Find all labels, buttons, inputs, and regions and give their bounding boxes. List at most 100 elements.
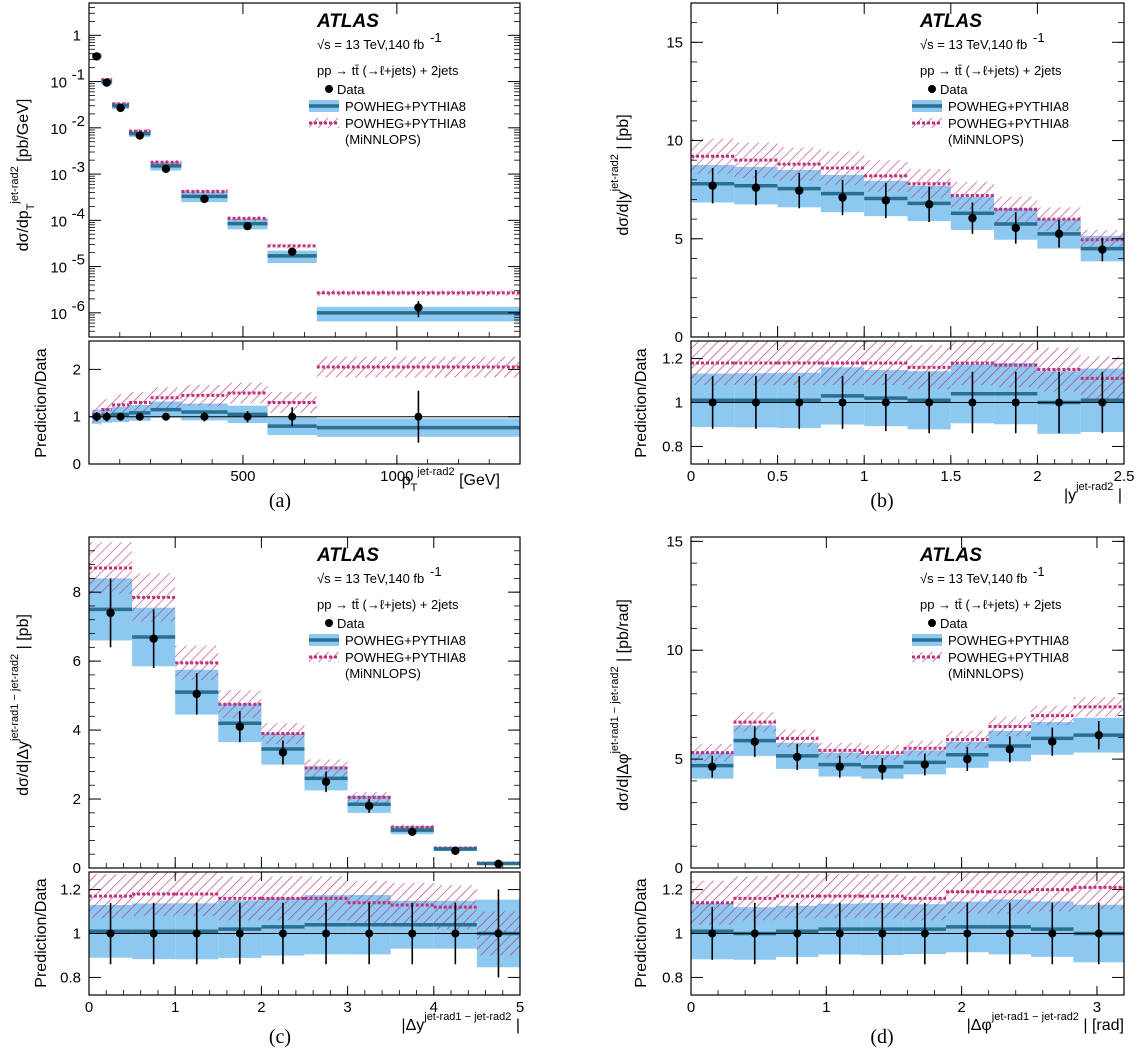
x-axis-label-sup: jet-rad2 (1075, 481, 1113, 493)
atlas-label: ATLAS (316, 11, 379, 32)
energy-lumi-label: √s = 13 TeV,140 fb (920, 37, 1027, 52)
y-tick-label: 10 (666, 133, 683, 150)
y-axis-label-unit: | [pb] (615, 114, 632, 154)
x-axis-label-unit: | [rad] (1079, 1017, 1124, 1034)
atlas-label: ATLAS (316, 545, 379, 566)
y-tick-exponent: -5 (72, 252, 85, 269)
ratio-plot-area (89, 872, 520, 978)
ratio-y-axis-label: Prediction/Data (633, 348, 650, 457)
x-axis-label-main: |Δy (401, 1017, 424, 1034)
y-tick-label: 10 (50, 260, 67, 277)
x-tick-label: 2 (257, 999, 265, 1016)
atlas-label: ATLAS (919, 545, 982, 566)
ratio-y-tick-label: 0.8 (662, 969, 683, 986)
y-tick-label: 15 (666, 34, 683, 51)
data-point (1094, 730, 1103, 740)
y-axis-label-unit: | [pb/rad] (615, 599, 632, 666)
x-tick-label: 0 (687, 999, 695, 1016)
panel-caption: (c) (269, 1026, 291, 1048)
legend-powheg-label: POWHEG+PYTHIA8 (345, 633, 466, 648)
lumi-unit-exponent: -1 (1033, 564, 1045, 579)
data-point (451, 846, 460, 855)
data-point (1048, 737, 1057, 746)
legend-powheg-label: POWHEG+PYTHIA8 (948, 99, 1069, 114)
data-point (838, 193, 847, 202)
legend-data-label: Data (337, 616, 365, 631)
data-point (149, 634, 158, 643)
energy-lumi-label: √s = 13 TeV,140 fb (317, 37, 424, 52)
data-point (192, 689, 201, 699)
y-axis-label-text: dσ/d|yjet-rad2 | [pb] (609, 114, 632, 235)
y-tick-label: 1 (73, 27, 81, 44)
panel-d: 0 1 2 3 0 5 10 15 0.8 1 1.2 ATLAS √s = 13 TeV,140 fb… (609, 533, 1125, 1048)
ratio-y-tick-label: 1 (675, 926, 683, 943)
data-point (1054, 229, 1064, 239)
x-tick-label: 1 (860, 468, 868, 485)
legend-data-label: Data (337, 82, 365, 97)
legend-minnlops-sublabel: (MiNNLOPS) (345, 132, 421, 147)
main-plot-area (691, 138, 1124, 262)
x-axis-label-unit: [GeV] (455, 472, 500, 489)
minnlops-band (181, 189, 228, 195)
y-axis-label: dσ/d|Δyjet-rad1 − jet-rad2 | [pb] (9, 614, 32, 796)
ratio-y-tick-label: 0.8 (662, 438, 683, 455)
atlas-label: ATLAS (919, 11, 982, 32)
y-tick-label: 10 (50, 75, 67, 92)
panel-b: 0 0.5 1 1.5 2 2.5 0 5 10 15 0.8 1 1.2 ATLAS √s = 13 Te… (609, 2, 1135, 512)
panel-caption: (b) (870, 490, 893, 512)
data-point (924, 200, 934, 209)
x-tick-label: 2.5 (1114, 468, 1135, 485)
ratio-y-tick-label: 1 (675, 395, 683, 412)
data-point (414, 303, 423, 312)
y-tick-label: 10 (50, 213, 67, 230)
data-point (243, 221, 252, 231)
y-axis-label-sub: T (25, 203, 37, 210)
ratio-plot-area (89, 356, 520, 443)
legend-minnlops-label: POWHEG+PYTHIA8 (948, 650, 1069, 665)
x-tick-label: 3 (343, 999, 351, 1016)
legend-data-marker (928, 85, 936, 93)
data-point (920, 760, 930, 769)
process-label: pp → tt̄ (→ℓ+jets) + 2jets (920, 63, 1062, 78)
ratio-y-axis-label-text: Prediction/Data (33, 348, 50, 457)
data-point (795, 186, 804, 195)
x-axis-label: |Δyjet-rad1 − jet-rad2 | (401, 1011, 520, 1034)
lumi-unit-exponent: -1 (1033, 30, 1045, 45)
y-tick-label: 15 (666, 533, 683, 550)
ratio-y-tick-label: 2 (73, 361, 81, 378)
y-tick-label: 4 (73, 722, 81, 739)
data-point (1098, 245, 1107, 254)
y-axis-label: dσ/dpTjet-rad2 [pb/GeV] (9, 99, 37, 252)
x-axis-label-sup: jet-rad1 − jet-rad2 (423, 1011, 511, 1023)
x-tick-label: 0 (85, 999, 93, 1016)
ratio-y-tick-label: 1.2 (60, 882, 81, 899)
x-axis-label: |Δφjet-rad1 − jet-rad2 | [rad] (967, 1011, 1124, 1034)
legend-minnlops-sublabel: (MiNNLOPS) (948, 666, 1024, 681)
legend-powheg-label: POWHEG+PYTHIA8 (948, 633, 1069, 648)
panel-caption: (d) (870, 1026, 893, 1048)
y-axis-label-text: dσ/d|Δyjet-rad1 − jet-rad2 | [pb] (9, 614, 32, 796)
x-tick-label: 500 (230, 468, 255, 485)
ratio-y-axis-label-text: Prediction/Data (33, 878, 50, 987)
y-axis-label-sup: jet-rad2 (609, 154, 621, 192)
ratio-minnlops-band (267, 392, 317, 413)
data-point (235, 722, 245, 731)
y-axis-label-main: dσ/dp (15, 210, 32, 251)
ratio-y-tick-label: 1.2 (662, 351, 683, 368)
y-tick-label: 5 (675, 231, 683, 248)
data-point (708, 181, 717, 190)
y-tick-exponent: -2 (72, 113, 85, 130)
x-tick-label: 1000 (380, 468, 413, 485)
x-axis-label: |yjet-rad2 | (1064, 481, 1122, 504)
ratio-y-tick-label: 1.2 (662, 882, 683, 899)
x-tick-label: 5 (516, 999, 524, 1016)
data-point (1005, 745, 1014, 754)
ratio-y-axis-label-text: Prediction/Data (633, 348, 650, 457)
y-axis-label-main: dσ/d|Δφ (615, 754, 632, 811)
ratio-y-axis-label: Prediction/Data (633, 878, 650, 987)
y-tick-label: 0 (675, 860, 683, 877)
legend-minnlops-sublabel: (MiNNLOPS) (948, 132, 1024, 147)
data-point (364, 801, 374, 811)
minnlops-band (267, 243, 317, 249)
